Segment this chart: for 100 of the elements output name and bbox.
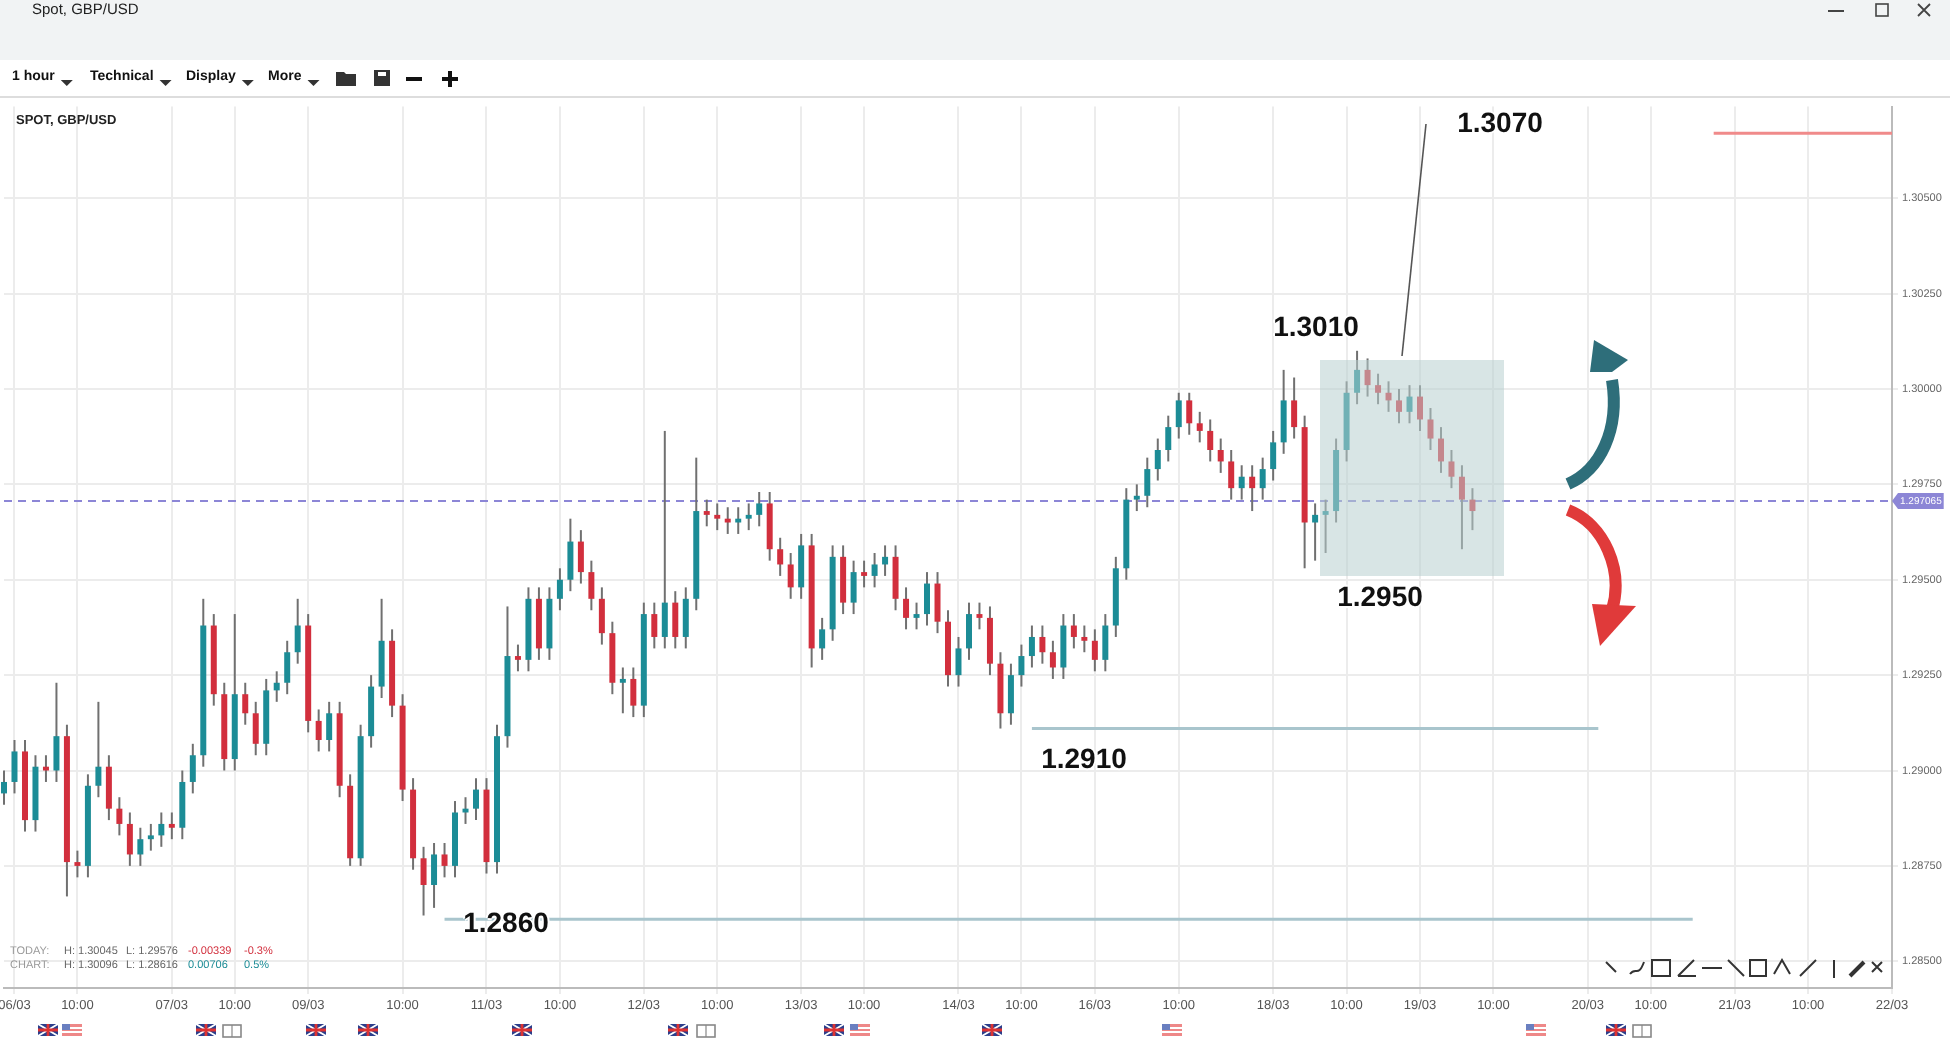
candlestick xyxy=(1312,502,1319,562)
candlestick xyxy=(630,666,637,719)
candlestick xyxy=(976,601,983,631)
candlestick xyxy=(431,842,438,909)
candlestick xyxy=(1165,414,1172,463)
candlestick xyxy=(556,567,563,612)
candlestick xyxy=(913,601,920,631)
candlestick xyxy=(598,586,605,646)
candlestick xyxy=(11,738,18,795)
candlestick xyxy=(1364,357,1371,398)
candlestick xyxy=(1196,410,1203,444)
candlestick xyxy=(672,590,679,650)
candlestick xyxy=(619,666,626,715)
candlestick xyxy=(567,517,574,593)
candlestick xyxy=(903,586,910,631)
candlestick xyxy=(1238,464,1245,501)
candlestick xyxy=(1458,464,1465,551)
candlestick xyxy=(651,601,658,650)
candlestick xyxy=(1291,376,1298,440)
candlestick xyxy=(1427,407,1434,451)
candlestick xyxy=(42,754,49,783)
candlestick xyxy=(1154,437,1161,482)
candlestick xyxy=(1018,643,1025,688)
candlestick xyxy=(473,777,479,822)
candlestick xyxy=(1270,429,1277,482)
candlestick xyxy=(284,639,291,696)
candlestick xyxy=(441,842,448,879)
candlestick xyxy=(798,532,805,600)
candlestick xyxy=(1280,368,1287,455)
candlestick xyxy=(924,571,931,627)
candlestick xyxy=(1144,456,1151,509)
candlestick xyxy=(105,754,112,822)
candlestick xyxy=(1469,487,1476,532)
candlestick xyxy=(1249,464,1256,513)
candlestick xyxy=(819,616,826,661)
candlestick xyxy=(756,490,763,528)
candlestick xyxy=(1102,613,1109,673)
annotation: 1.3070 xyxy=(1457,106,1543,138)
annotation: 1.3010 xyxy=(1273,310,1359,342)
candlestick xyxy=(74,849,81,879)
candlestick xyxy=(1060,613,1067,680)
candlestick xyxy=(661,429,668,650)
candlestick xyxy=(252,700,259,757)
candlestick xyxy=(1091,628,1098,673)
candlestick xyxy=(1375,372,1382,406)
candlestick xyxy=(1028,624,1035,669)
candlestick xyxy=(1448,449,1455,490)
candlestick xyxy=(326,700,333,753)
candlestick xyxy=(179,769,186,841)
candlestick xyxy=(378,597,385,700)
candlestick xyxy=(1,769,7,806)
candlestick xyxy=(850,559,857,616)
candlestick xyxy=(158,811,165,848)
candlestick xyxy=(1133,483,1140,513)
candlestick xyxy=(242,681,249,726)
candlestick xyxy=(147,822,154,852)
candlestick xyxy=(126,811,133,867)
candlestick xyxy=(871,552,878,589)
candlestick xyxy=(1354,349,1361,406)
annotation: 1.2860 xyxy=(463,906,549,938)
candlestick xyxy=(315,708,322,753)
candlestick xyxy=(892,544,899,612)
candlestick xyxy=(1417,384,1423,432)
candlestick xyxy=(882,544,889,577)
candlestick xyxy=(116,796,123,837)
candlestick xyxy=(273,670,280,703)
annotation: 1.2910 xyxy=(1041,742,1127,774)
candlestick xyxy=(577,529,584,585)
candlestick xyxy=(1207,418,1214,463)
candlestick xyxy=(514,643,521,673)
candlestick xyxy=(714,502,721,532)
candlestick xyxy=(986,605,993,677)
candlestick xyxy=(766,490,773,562)
candlestick xyxy=(955,635,962,688)
candlestick xyxy=(1039,624,1046,665)
candlestick xyxy=(703,498,710,528)
candlestick xyxy=(95,700,102,799)
candlestick xyxy=(1175,391,1182,440)
candlestick xyxy=(168,811,175,841)
candlestick xyxy=(1049,639,1056,680)
candlestick xyxy=(1396,387,1403,425)
candlestick xyxy=(745,502,752,532)
annotation: 1.2950 xyxy=(1337,580,1423,612)
candlestick xyxy=(1217,437,1224,474)
candlestick xyxy=(137,826,144,867)
candlestick xyxy=(1259,456,1266,501)
candlestick xyxy=(588,559,595,612)
candlestick xyxy=(1322,498,1329,555)
candlestick xyxy=(294,597,301,665)
candlestick xyxy=(1081,624,1088,654)
candlestick xyxy=(1437,426,1444,474)
candlestick xyxy=(1007,662,1014,726)
candlestick xyxy=(840,544,847,616)
candlestick xyxy=(1385,380,1392,413)
candlestick xyxy=(1406,384,1413,425)
candlestick xyxy=(965,601,972,661)
candlestick xyxy=(420,845,427,917)
candlestick xyxy=(1186,391,1193,436)
candlestick xyxy=(861,559,868,589)
candlestick xyxy=(787,552,794,600)
